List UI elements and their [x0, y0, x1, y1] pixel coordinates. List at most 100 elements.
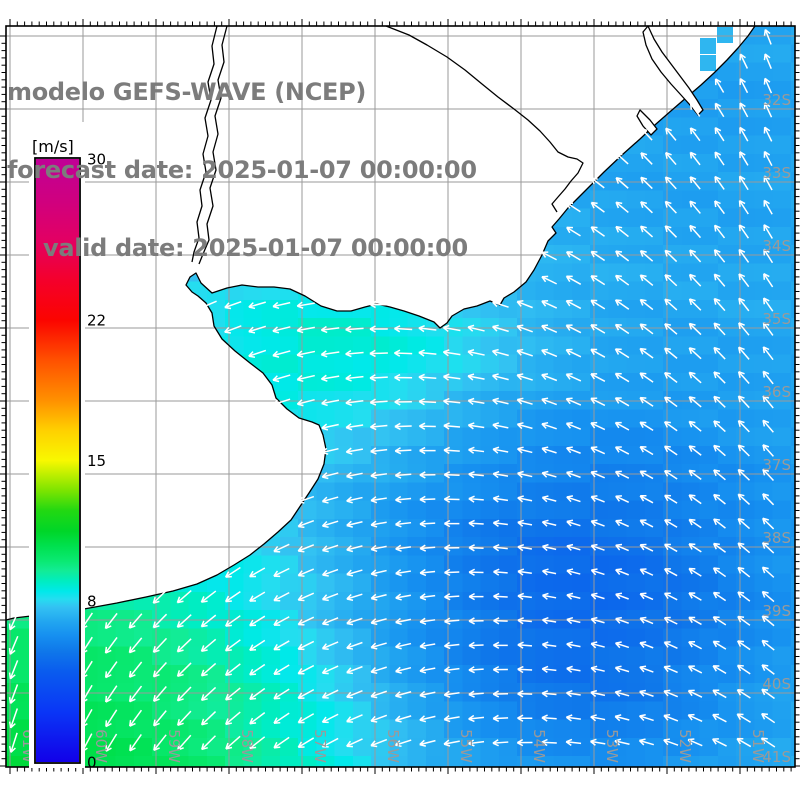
wind-arrow	[688, 445, 702, 456]
wind-arrow	[541, 641, 557, 649]
wind-arrow	[590, 714, 606, 722]
wind-arrow	[713, 249, 726, 263]
wind-arrow	[444, 593, 460, 601]
wind-arrow	[664, 568, 678, 577]
wind-arrow	[614, 641, 630, 649]
wind-arrow	[761, 590, 775, 603]
wind-arrow	[492, 519, 508, 527]
wind-arrow	[639, 372, 654, 383]
wind-arrow	[8, 660, 19, 680]
wind-arrow	[614, 446, 630, 455]
wind-arrow	[737, 566, 751, 578]
wind-arrow	[394, 398, 412, 406]
wind-arrow	[418, 398, 437, 406]
wind-arrow	[321, 423, 339, 431]
wind-arrow	[272, 374, 291, 383]
wind-arrow	[590, 397, 606, 407]
wind-arrow	[762, 370, 774, 385]
lon-label: 55W	[457, 729, 475, 763]
wind-arrow	[320, 350, 340, 358]
wind-arrow	[762, 444, 774, 457]
wind-arrow	[224, 590, 241, 603]
wind-arrow	[664, 298, 678, 311]
wind-arrow	[321, 520, 339, 528]
wind-arrow	[689, 102, 701, 117]
wind-arrow	[8, 611, 19, 631]
wind-arrow	[273, 712, 290, 724]
wind-arrow	[590, 738, 606, 746]
wind-arrow	[346, 714, 363, 723]
wind-arrow	[249, 663, 266, 676]
wind-arrow	[763, 248, 774, 264]
wind-arrow	[370, 422, 388, 431]
wind-arrow	[468, 617, 484, 625]
wind-arrow	[152, 613, 168, 629]
wind-arrow	[492, 665, 508, 674]
wind-arrow	[615, 152, 629, 165]
wind-arrow	[468, 568, 484, 576]
lagoa-mirim-outline	[636, 109, 658, 136]
wind-arrow	[419, 568, 436, 577]
wind-arrow	[346, 641, 363, 650]
wind-arrow	[152, 661, 167, 678]
wind-arrow	[468, 544, 484, 552]
wind-arrow	[542, 568, 557, 576]
wind-arrow	[346, 545, 363, 553]
wind-arrow	[418, 373, 437, 382]
wind-arrow	[443, 373, 461, 381]
wind-arrow	[565, 251, 581, 261]
wind-arrow	[492, 714, 509, 722]
wind-arrow	[370, 642, 387, 650]
wind-arrow	[640, 152, 653, 165]
wind-arrow	[517, 641, 533, 649]
wind-arrow	[443, 446, 460, 455]
wind-arrow	[640, 201, 653, 214]
wind-arrow	[297, 737, 315, 749]
wind-arrow	[689, 127, 701, 142]
wind-arrow	[394, 691, 412, 699]
wind-arrow	[541, 470, 557, 478]
wind-arrow	[321, 713, 339, 724]
wind-arrow	[346, 496, 363, 504]
wind-arrow	[516, 324, 533, 333]
wind-arrow	[689, 176, 701, 190]
colorbar-tick-label: 8	[87, 593, 97, 611]
wind-arrow	[736, 640, 751, 651]
wind-arrow	[224, 639, 241, 652]
wind-arrows-layer	[8, 28, 776, 753]
coastline	[5, 25, 756, 621]
wind-arrow	[639, 592, 654, 601]
wind-arrow	[762, 297, 774, 312]
wind-arrow	[273, 591, 290, 602]
wind-arrow	[639, 421, 654, 432]
wind-arrow	[639, 714, 654, 722]
map-frame	[5, 25, 796, 768]
wind-arrow	[739, 102, 749, 118]
wind-arrow	[516, 373, 533, 381]
wind-arrow	[566, 665, 581, 673]
wind-arrow	[737, 542, 751, 554]
lat-label: 41S	[762, 748, 791, 766]
wind-arrow	[761, 566, 775, 578]
wind-arrow	[566, 470, 581, 479]
lat-label: 37S	[762, 456, 791, 474]
wind-arrow	[369, 349, 388, 358]
wind-arrow	[176, 638, 192, 653]
lon-label: 56W	[384, 729, 402, 763]
wind-arrow	[8, 708, 19, 729]
colorbar-unit-label: [m/s]	[32, 137, 74, 156]
wind-arrow	[713, 420, 726, 433]
wind-arrow	[442, 349, 461, 357]
wind-arrow	[639, 616, 654, 625]
wind-arrow	[713, 395, 726, 408]
wind-arrow	[663, 421, 678, 432]
wind-arrow	[467, 373, 485, 381]
wind-arrow	[639, 396, 654, 407]
wind-arrow	[590, 299, 606, 310]
wind-arrow	[590, 665, 605, 673]
wind-arrow	[492, 446, 509, 454]
wind-arrow	[663, 689, 679, 698]
wind-arrow	[688, 322, 702, 336]
wind-arrow	[419, 617, 436, 625]
wind-arrow	[200, 614, 217, 628]
